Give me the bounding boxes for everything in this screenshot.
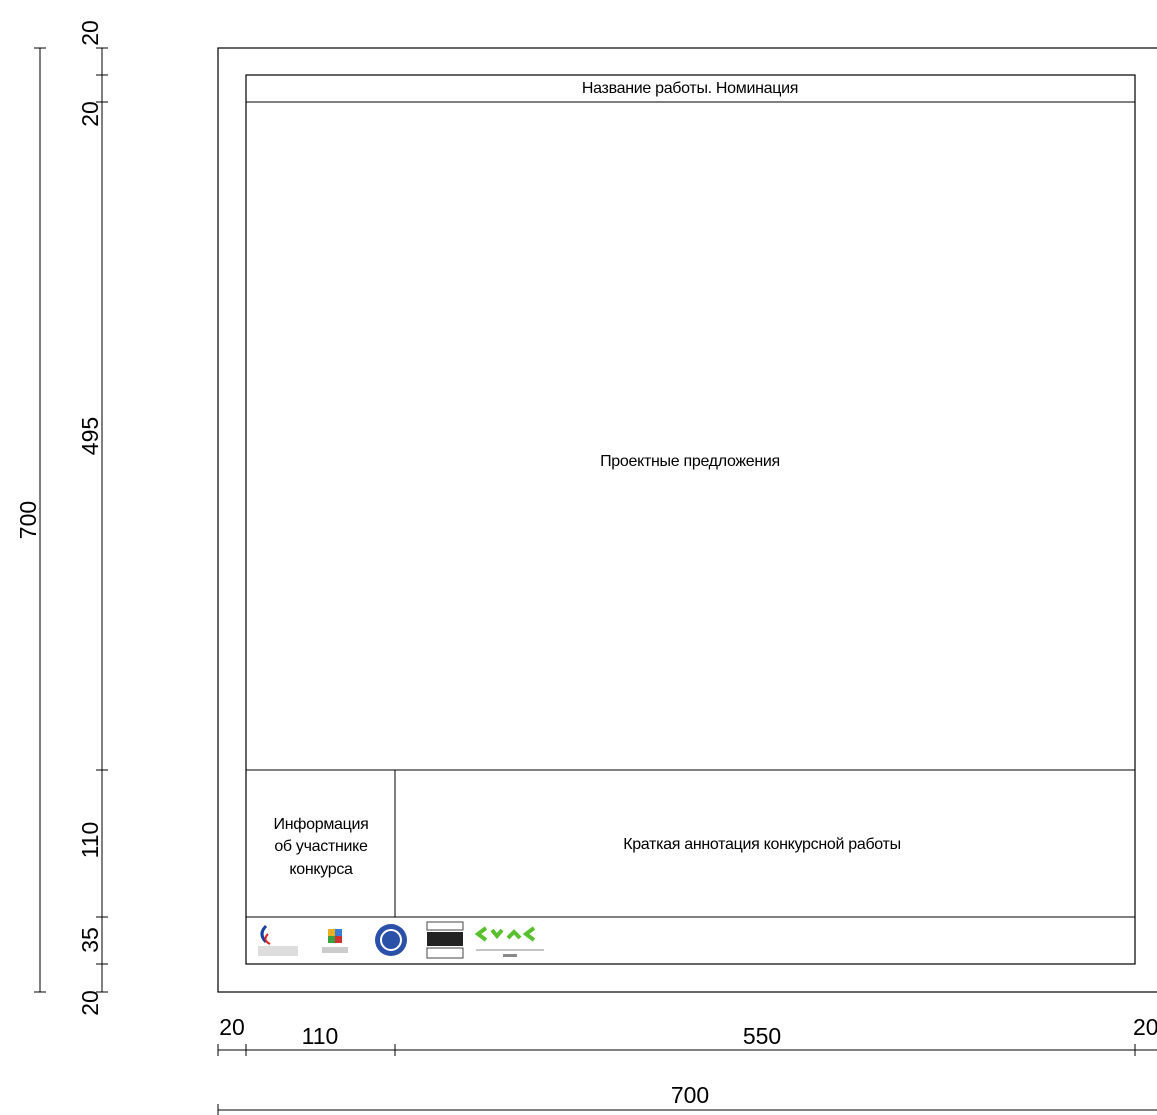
info-line: конкурса [289,861,353,878]
logo [322,947,348,953]
dimension-label: 700 [15,501,41,539]
logo [258,946,298,956]
logo [375,924,407,956]
dimension-label: 35 [77,927,103,953]
main-label: Проектные предложения [600,453,780,470]
dimension-label: 20 [77,101,103,127]
dimension-label: 495 [77,417,103,455]
dimension-label: 700 [671,1082,709,1108]
logo [328,936,335,943]
logo [503,954,517,957]
logo [264,933,271,945]
logo [328,929,335,936]
dimension-label: 550 [743,1023,781,1049]
dimension-label: 110 [302,1023,339,1049]
info-line: об участнике [274,838,368,855]
dimension-ticks [96,47,108,993]
header-title: Название работы. Номинация [582,80,798,97]
logo [427,932,463,946]
inner-frame [245,74,1136,965]
annotation-label: Краткая аннотация конкурсной работы [623,836,901,853]
dimension-ticks [217,1044,1136,1056]
logo [380,929,402,951]
info-line: Информация [274,816,369,833]
logo [426,921,464,931]
logo [335,936,342,943]
outer-frame [217,47,1157,993]
logo [474,926,536,942]
dimension-label: 20 [77,20,103,46]
dimension-label: 20 [219,1014,245,1040]
logo [335,929,342,936]
dimension-label: 110 [77,822,103,859]
dimension-label: 20 [77,990,103,1016]
logo [426,947,464,959]
logos [258,921,544,959]
dimension-label: 20 [1133,1014,1157,1040]
